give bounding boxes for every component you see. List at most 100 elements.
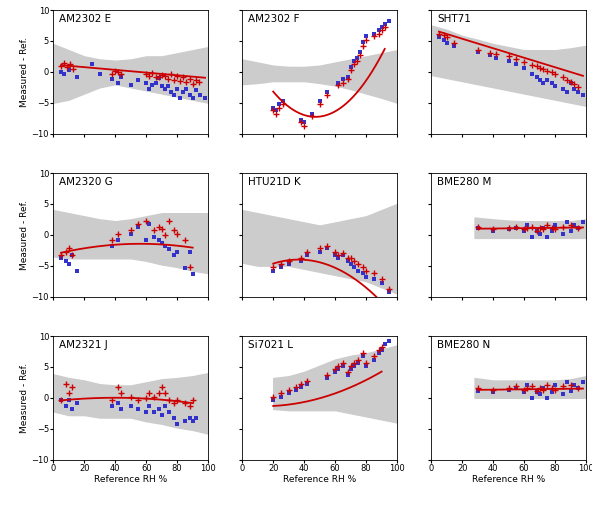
Point bbox=[149, 226, 159, 234]
Point bbox=[519, 386, 529, 394]
Point bbox=[141, 79, 151, 87]
Point bbox=[323, 371, 332, 379]
Point bbox=[185, 402, 194, 410]
Point bbox=[535, 390, 545, 398]
Point bbox=[276, 261, 286, 269]
Point bbox=[160, 402, 169, 410]
Point bbox=[488, 227, 498, 235]
Point bbox=[527, 223, 536, 231]
Point bbox=[315, 97, 324, 106]
Point bbox=[147, 81, 157, 89]
Point bbox=[169, 251, 179, 259]
Point bbox=[361, 36, 371, 44]
Point bbox=[134, 220, 143, 228]
Point bbox=[578, 91, 588, 99]
Point bbox=[160, 231, 169, 239]
Point bbox=[126, 226, 136, 234]
Point bbox=[275, 100, 284, 108]
Point bbox=[343, 371, 352, 379]
Point bbox=[527, 394, 536, 402]
Point bbox=[349, 263, 359, 271]
Point bbox=[538, 224, 548, 232]
Point bbox=[527, 382, 536, 390]
Point bbox=[284, 257, 294, 265]
Point bbox=[185, 248, 194, 256]
Point bbox=[149, 408, 159, 416]
Point bbox=[488, 388, 498, 396]
Point bbox=[563, 378, 572, 386]
Point bbox=[439, 36, 448, 44]
Point bbox=[547, 68, 556, 76]
Point bbox=[361, 359, 371, 367]
Point bbox=[303, 380, 312, 388]
Point bbox=[144, 402, 154, 410]
Point bbox=[349, 257, 359, 265]
Point bbox=[169, 226, 179, 234]
Point bbox=[269, 395, 278, 403]
Point bbox=[144, 389, 154, 397]
Point bbox=[117, 405, 126, 413]
Point bbox=[323, 91, 332, 99]
Point bbox=[369, 269, 379, 277]
Point bbox=[551, 221, 560, 229]
Point bbox=[126, 230, 136, 238]
Point bbox=[191, 414, 201, 422]
Point bbox=[191, 76, 201, 84]
Point bbox=[154, 74, 163, 82]
Point bbox=[543, 67, 552, 75]
Text: HTU21D K: HTU21D K bbox=[249, 177, 301, 187]
Point bbox=[349, 359, 359, 367]
Point bbox=[535, 384, 545, 392]
Point bbox=[473, 224, 482, 232]
Point bbox=[551, 381, 560, 389]
Point bbox=[169, 399, 179, 407]
Point bbox=[358, 349, 368, 358]
X-axis label: Reference RH %: Reference RH % bbox=[94, 476, 168, 484]
Point bbox=[154, 223, 163, 231]
Point bbox=[563, 76, 572, 84]
Point bbox=[504, 57, 513, 65]
Point bbox=[333, 79, 343, 87]
Point bbox=[369, 352, 379, 361]
Point bbox=[165, 408, 174, 416]
Point bbox=[333, 254, 343, 262]
Point bbox=[532, 387, 541, 395]
Point bbox=[276, 263, 286, 271]
Point bbox=[442, 39, 452, 47]
Point bbox=[141, 70, 151, 78]
Point bbox=[369, 29, 379, 37]
Point bbox=[151, 79, 160, 87]
Point bbox=[275, 104, 284, 112]
Point bbox=[574, 88, 583, 96]
Point bbox=[141, 217, 151, 225]
Point bbox=[532, 62, 541, 70]
Point bbox=[353, 267, 363, 275]
Point bbox=[543, 233, 552, 241]
Point bbox=[338, 75, 348, 83]
Point bbox=[185, 91, 194, 99]
Point bbox=[330, 248, 340, 256]
Point bbox=[346, 66, 355, 74]
Point bbox=[343, 73, 352, 81]
Point bbox=[67, 250, 76, 259]
Point bbox=[450, 39, 459, 47]
Point bbox=[72, 73, 81, 81]
Point bbox=[543, 381, 552, 389]
Point bbox=[535, 224, 545, 232]
Point bbox=[165, 395, 174, 403]
Point bbox=[346, 362, 355, 370]
Point bbox=[434, 29, 443, 37]
Point bbox=[578, 218, 588, 226]
Point bbox=[349, 57, 359, 65]
Point bbox=[188, 79, 197, 87]
Point bbox=[361, 273, 371, 281]
Point bbox=[114, 230, 123, 238]
Point bbox=[114, 383, 123, 391]
Point bbox=[343, 257, 352, 265]
Point bbox=[543, 394, 552, 402]
Point bbox=[166, 87, 176, 95]
Point bbox=[369, 32, 379, 40]
Point bbox=[523, 224, 532, 232]
Point bbox=[504, 52, 513, 60]
Point bbox=[374, 349, 383, 358]
